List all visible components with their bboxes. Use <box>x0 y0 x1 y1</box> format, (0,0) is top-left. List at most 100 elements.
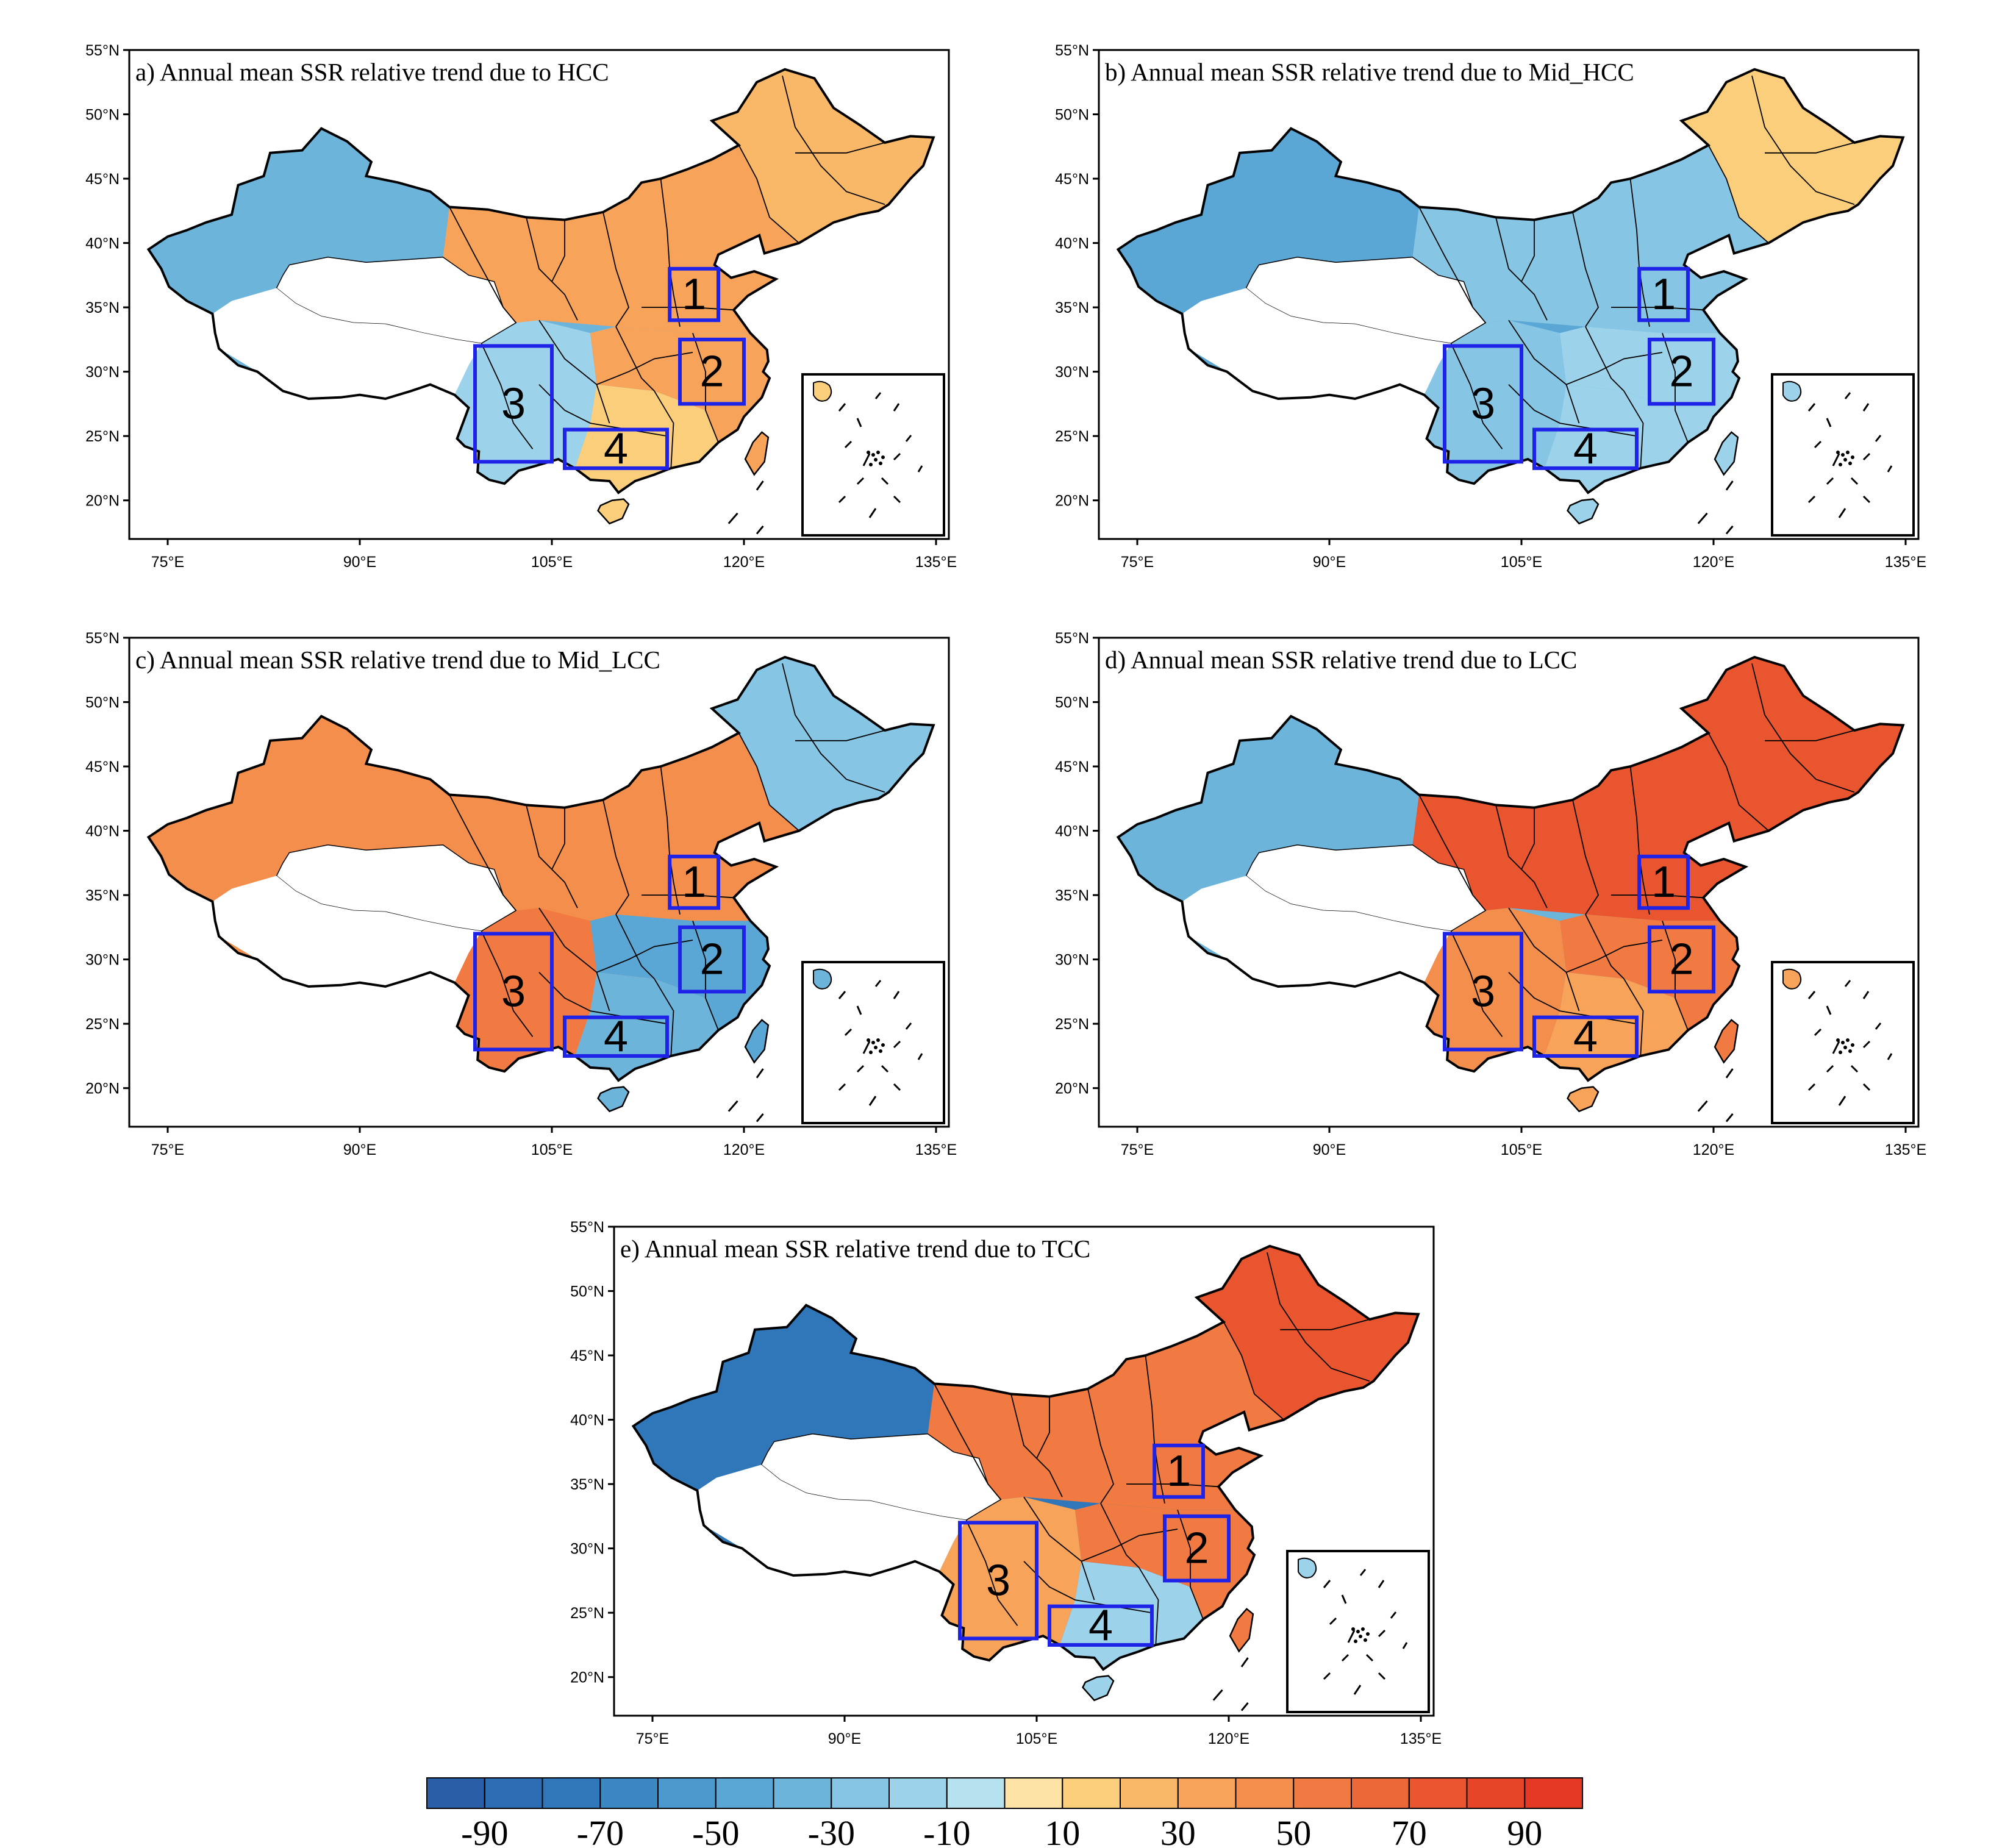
study-box-label: 3 <box>986 1556 1010 1605</box>
lon-tick-label: 75°E <box>151 554 184 571</box>
inset-island-dash <box>893 452 901 461</box>
province-boundary <box>1623 390 1644 468</box>
island-dash <box>756 1113 764 1122</box>
lat-tick-label: 20°N <box>1055 493 1089 510</box>
map-panel-c: 1 2 3 4 c) Annual mean SSR relative trend du… <box>85 630 957 1158</box>
inset-reef <box>869 463 873 466</box>
inset-island-dash <box>893 495 901 504</box>
study-box-4 <box>1532 1015 1639 1058</box>
inset-reef <box>1843 1046 1847 1049</box>
inset-island-dash <box>1329 1617 1337 1625</box>
study-box-label: 3 <box>1471 967 1495 1016</box>
lat-tick-label: 30°N <box>1055 952 1089 969</box>
study-box-2 <box>678 337 746 406</box>
inset-reef <box>867 1038 870 1042</box>
province-boundary <box>481 930 534 1037</box>
colorbar-swatch <box>426 1777 485 1809</box>
province-boundary <box>538 972 668 1025</box>
study-box-label: 2 <box>699 935 724 984</box>
island-dash <box>1725 1113 1734 1122</box>
hainan-island <box>1082 1675 1115 1702</box>
study-box-3 <box>473 932 554 1052</box>
taiwan-island <box>1229 1608 1254 1653</box>
inset-island-dash <box>1832 453 1840 466</box>
province-boundary <box>738 144 799 244</box>
island-dash <box>1725 1068 1734 1079</box>
region-south-china <box>1544 384 1688 493</box>
south-china-sea-inset <box>1771 373 1915 537</box>
study-box-label: 1 <box>1167 1447 1191 1496</box>
lon-tick-label: 135°E <box>915 1141 957 1158</box>
inset-island-dash <box>1390 1611 1397 1619</box>
colorbar-swatch <box>1351 1777 1410 1809</box>
lat-tick-label: 40°N <box>1055 823 1089 840</box>
lon-tick-label: 120°E <box>1693 554 1734 571</box>
inset-island-dash <box>917 1053 923 1060</box>
province-boundary <box>1585 326 1625 391</box>
inset-island-dash <box>881 1065 889 1073</box>
province-boundary <box>596 352 693 385</box>
province-boundary <box>1023 1561 1153 1614</box>
inset-reef <box>871 453 875 457</box>
inset-island-dash <box>1814 1028 1822 1036</box>
lat-tick-label: 25°N <box>1055 1016 1089 1033</box>
lon-tick-label: 135°E <box>1885 554 1926 571</box>
lat-tick-label: 50°N <box>570 1283 604 1300</box>
inset-island-dash <box>1875 435 1882 442</box>
inset-reef <box>1841 453 1845 457</box>
inset-hainan <box>813 380 832 402</box>
inset-reef <box>1361 1627 1365 1631</box>
province-boundary <box>1081 1529 1178 1562</box>
region-north-china <box>1412 733 1769 921</box>
inset-island-dash <box>838 403 846 412</box>
lat-tick-label: 45°N <box>1055 171 1089 188</box>
inset-reef <box>867 451 870 454</box>
study-box-label: 4 <box>1573 424 1598 473</box>
inset-reef <box>869 1051 873 1054</box>
study-box-label: 2 <box>1184 1524 1209 1573</box>
province-boundary <box>738 732 799 832</box>
study-box-3 <box>958 1521 1038 1641</box>
no-data-region <box>276 257 517 344</box>
province-boundary <box>1572 212 1599 327</box>
country-border <box>146 655 935 1082</box>
inset-island-dash <box>893 403 900 412</box>
study-box-label: 1 <box>1651 270 1676 319</box>
inset-reef <box>881 1043 885 1047</box>
island-dash <box>727 1100 738 1112</box>
lat-tick-label: 55°N <box>1055 630 1089 647</box>
no-data-region <box>1245 844 1487 932</box>
island-dash <box>1697 512 1708 524</box>
inset-reef <box>1356 1630 1360 1633</box>
inset-island-dash <box>1826 477 1834 485</box>
province-boundary <box>1023 1496 1095 1600</box>
colorbar-swatch <box>1466 1777 1526 1809</box>
inset-island-dash <box>1323 1580 1331 1588</box>
lat-tick-label: 30°N <box>85 364 120 381</box>
lat-tick-label: 35°N <box>1055 887 1089 904</box>
inset-island-dash <box>1353 1685 1362 1695</box>
lat-tick-label: 35°N <box>85 299 120 316</box>
island-dash <box>727 512 738 524</box>
inset-island-dash <box>1826 1065 1834 1073</box>
inset-island-dash <box>856 1005 862 1015</box>
province-boundary <box>1572 799 1599 915</box>
tibet-no-data <box>212 288 482 399</box>
lon-tick-label: 135°E <box>1885 1141 1926 1158</box>
lon-tick-label: 135°E <box>915 554 957 571</box>
inset-reef <box>1839 1051 1842 1054</box>
inset-island-dash <box>1807 1083 1816 1091</box>
province-boundary <box>692 333 719 443</box>
province-boundary <box>1521 807 1535 870</box>
province-boundary <box>1765 730 1855 741</box>
study-box-label: 4 <box>604 424 628 473</box>
study-box-4 <box>1048 1604 1154 1647</box>
province-boundaries <box>934 1252 1370 1645</box>
colorbar-swatch <box>542 1777 601 1809</box>
country-border <box>631 1244 1420 1671</box>
province-boundary <box>1508 319 1580 424</box>
inset-reef <box>1851 1043 1854 1047</box>
lat-tick-label: 55°N <box>85 42 120 59</box>
inset-reef <box>881 455 885 459</box>
country-border <box>1116 68 1905 494</box>
